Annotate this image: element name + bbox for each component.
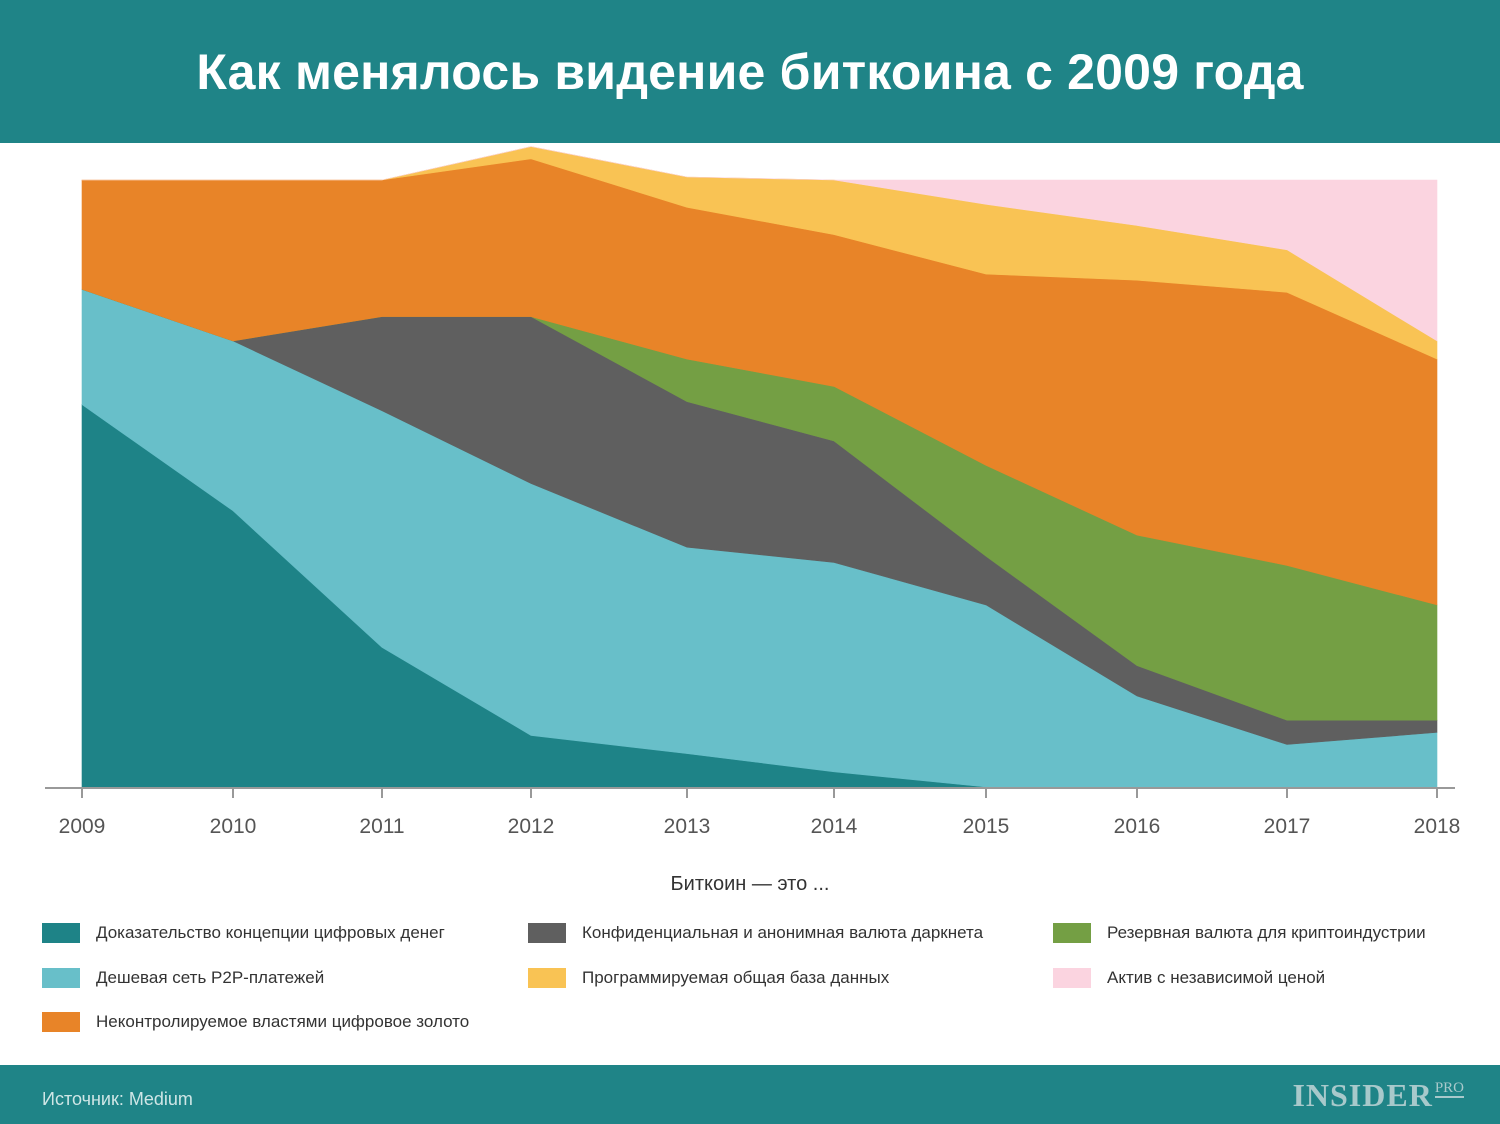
header-bar: Как менялось видение биткоина с 2009 год… — [0, 0, 1500, 143]
legend-title: Биткоин — это ... — [670, 873, 830, 895]
logo-main-text: INSIDER — [1292, 1077, 1433, 1113]
legend-item-2: Дешевая сеть P2P-платежей — [42, 968, 324, 988]
legend-label: Неконтролируемое властями цифровое золот… — [96, 1012, 470, 1031]
x-tick-label: 2015 — [963, 815, 1010, 838]
x-axis: 2009 2010 2011 2012 2013 2014 2015 2016 2017 2018 — [45, 787, 1461, 838]
area-series-7 — [82, 146, 1438, 342]
legend-swatch — [42, 1012, 80, 1032]
x-tick-label: 2012 — [508, 815, 555, 838]
x-tick-label: 2017 — [1264, 815, 1311, 838]
legend-swatch — [42, 968, 80, 988]
legend-swatch — [1053, 968, 1091, 988]
legend-label: Дешевая сеть P2P-платежей — [96, 968, 325, 987]
legend-swatch — [528, 968, 566, 988]
stacked-area-chart: 2009 2010 2011 2012 2013 2014 2015 2016 2017 2018 — [45, 146, 1461, 838]
logo-pro-text: PRO — [1434, 1080, 1464, 1098]
chart-areas — [81, 146, 1438, 788]
page-title: Как менялось видение биткоина с 2009 год… — [196, 43, 1304, 100]
x-tick-label: 2009 — [59, 815, 106, 838]
legend-item-1: Доказательство концепции цифровых денег — [42, 923, 445, 943]
x-tick-label: 2013 — [664, 815, 711, 838]
legend-label: Резервная валюта для криптоиндустрии — [1107, 923, 1426, 942]
legend-label: Конфиденциальная и анонимная валюта дарк… — [582, 923, 984, 942]
x-tick-label: 2016 — [1114, 815, 1161, 838]
legend-swatch — [42, 923, 80, 943]
legend-item-7: Актив с независимой ценой — [1053, 968, 1325, 988]
legend-swatch — [1053, 923, 1091, 943]
footer-bar: Источник: Medium INSIDER PRO — [0, 1065, 1500, 1124]
legend-label: Программируемая общая база данных — [582, 968, 890, 987]
x-tick-label: 2018 — [1414, 815, 1461, 838]
legend-label: Доказательство концепции цифровых денег — [96, 923, 445, 942]
x-tick-label: 2011 — [359, 815, 404, 838]
legend-item-5: Неконтролируемое властями цифровое золот… — [42, 1012, 469, 1032]
insider-pro-logo: INSIDER PRO — [1292, 1077, 1464, 1113]
legend-item-3: Конфиденциальная и анонимная валюта дарк… — [528, 923, 983, 943]
legend-label: Актив с независимой ценой — [1107, 968, 1326, 987]
x-tick-label: 2014 — [811, 815, 858, 838]
source-text: Источник: Medium — [42, 1089, 193, 1109]
legend-item-4: Резервная валюта для криптоиндустрии — [1053, 923, 1426, 943]
x-tick-label: 2010 — [210, 815, 257, 838]
legend-item-6: Программируемая общая база данных — [528, 968, 889, 988]
legend-swatch — [528, 923, 566, 943]
